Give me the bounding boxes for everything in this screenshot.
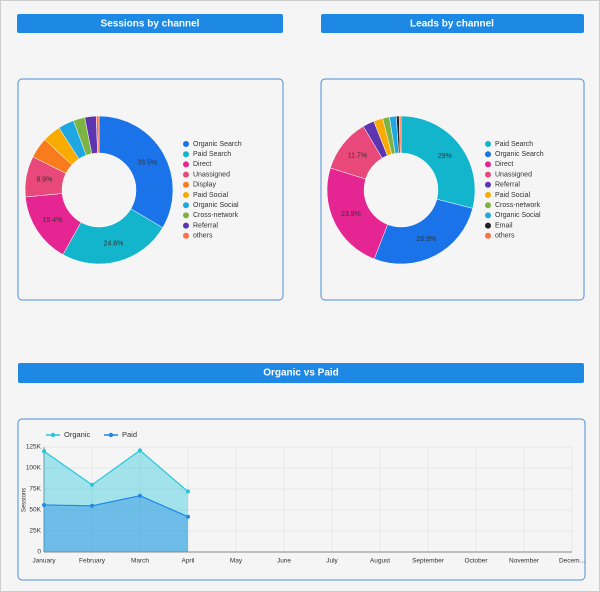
x-tick-label: February [79,558,106,565]
legend-label: Email [495,222,513,229]
legend-label: Paid Social [495,192,530,199]
y-tick-label: 50K [29,507,41,514]
legend-label: Cross-network [495,202,541,209]
line [43,449,189,492]
legend-swatch [485,222,491,229]
panel [17,418,586,581]
slice-label: 8.9% [36,177,52,184]
x-tick-label: May [230,558,243,565]
slice [95,115,100,154]
x-tick-label: September [412,558,445,565]
y-tick-label: 0 [37,549,41,556]
legend-label: Organic [64,430,91,439]
legend-swatch [485,212,491,219]
y-tick-label: 125K [26,444,42,451]
legend-label: others [495,233,515,240]
legend-swatch [485,181,491,188]
legend-label: Display [193,182,216,189]
x-tick-label: June [277,558,291,565]
legend-swatch [183,171,189,178]
legend-swatch [183,141,189,147]
legend-swatch [485,232,491,239]
slice [326,167,388,260]
marker [90,482,94,487]
slice-label: 11.7% [348,152,367,159]
legend-label: Referral [495,182,520,189]
legend-swatch [183,192,189,198]
marker [90,503,94,508]
y-axis-label: Sessions [22,488,28,512]
marker [138,448,142,453]
legend-label: Organic Social [193,202,239,209]
marker [186,514,190,519]
slice-label: 24.6% [104,240,124,247]
legend-label: Paid Social [193,192,228,199]
legend-swatch [485,141,491,147]
legend-label: Direct [193,161,211,168]
x-tick-label: Decem... [559,558,585,565]
marker [42,449,46,454]
chart-title: Organic vs Paid [263,368,339,379]
y-tick-label: 25K [29,528,41,535]
legend-swatch [50,432,56,438]
legend-swatch [485,171,491,178]
legend-swatch [485,161,491,168]
legend-label: Organic Search [193,141,242,148]
legend-label: Organic Search [495,151,544,158]
legend-label: Unassigned [193,171,230,178]
slice [98,115,174,229]
legend-swatch [183,232,189,239]
chart-title: Leads by channel [410,19,494,30]
header-bar [18,363,584,383]
x-tick-label: April [181,558,195,565]
legend-swatch [183,212,189,219]
legend-swatch [183,151,189,158]
legend-swatch [485,192,491,198]
legend-label: Paid [122,430,137,439]
x-tick-label: November [509,558,540,565]
y-tick-label: 100K [26,465,42,472]
legend-label: others [193,233,213,240]
slice [373,198,473,265]
line [43,495,189,518]
legend-label: Referral [193,222,218,229]
legend-label: Unassigned [495,171,532,178]
legend-swatch [485,202,491,209]
legend-swatch [183,222,189,229]
legend-swatch [485,151,491,158]
x-tick-label: March [131,558,149,565]
marker [42,502,46,507]
area [44,495,188,552]
x-tick-label: October [464,558,488,565]
slice [398,115,402,154]
x-tick-label: July [326,558,338,565]
slice-label: 15.4% [43,217,63,224]
legend-label: Cross-network [193,212,239,219]
legend-swatch [183,181,189,188]
slice-label: 29% [438,153,452,160]
marker [186,489,190,494]
slice-label: 33.5% [137,159,157,166]
y-tick-label: 75K [29,486,41,493]
x-tick-label: January [32,558,56,565]
legend-swatch [183,202,189,209]
legend-swatch [183,161,189,168]
legend-swatch [108,432,114,438]
legend-label: Direct [495,161,513,168]
slice-label: 26.9% [416,236,436,243]
header-bar [321,14,584,33]
slice-label: 23.9% [341,211,361,218]
legend-label: Organic Social [495,212,541,219]
legend-label: Paid Search [495,141,533,148]
chart-title: Sessions by channel [101,19,200,30]
marker [138,493,142,498]
header-bar [17,14,283,33]
legend-label: Paid Search [193,151,231,158]
x-tick-label: August [370,558,390,565]
